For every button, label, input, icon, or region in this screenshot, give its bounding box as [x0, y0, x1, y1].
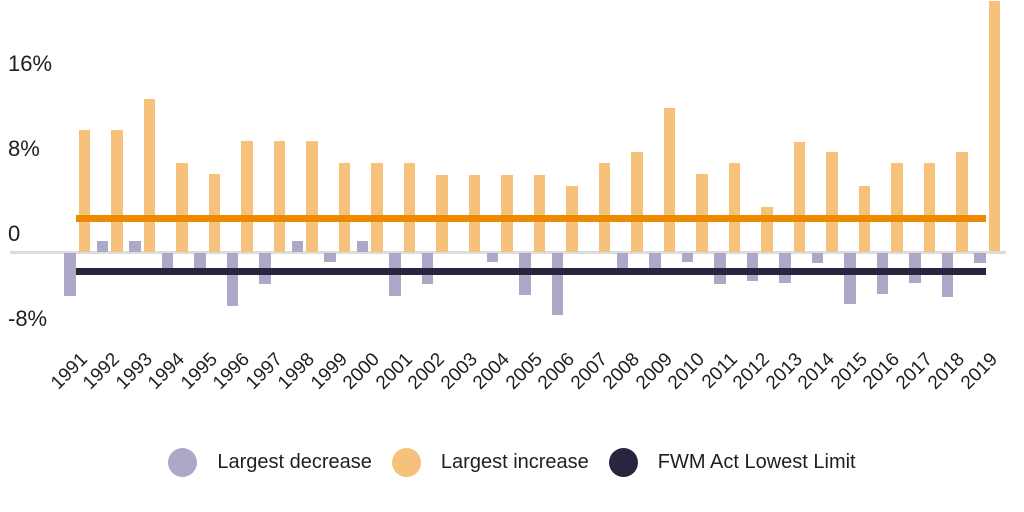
- bar-largest-decrease-2014: [811, 252, 823, 264]
- bar-largest-decrease-2010: [681, 252, 693, 263]
- legend: Largest decrease Largest increase FWM Act …: [0, 444, 1024, 480]
- bar-largest-decrease-1992: [96, 240, 108, 252]
- bar-largest-increase-2009: [663, 108, 675, 252]
- y-axis-tick-label: -8%: [8, 306, 48, 331]
- bar-largest-decrease-2004: [486, 252, 498, 263]
- legend-swatch-fwm-act-lowest-limit-icon: [608, 447, 638, 477]
- bar-largest-decrease-2008: [616, 252, 628, 274]
- bar-largest-increase-1997: [273, 141, 285, 252]
- bar-largest-decrease-2000: [356, 240, 368, 252]
- bar-largest-increase-2013: [793, 142, 805, 252]
- bar-largest-increase-2000: [371, 163, 383, 252]
- bar-largest-increase-2014: [826, 151, 838, 252]
- bar-largest-decrease-2009: [649, 252, 661, 274]
- bar-largest-decrease-1991: [64, 252, 76, 297]
- y-axis-tick-label: 0: [8, 221, 21, 246]
- y-axis-tick-label: 8%: [8, 136, 40, 161]
- bar-largest-increase-1992: [111, 130, 123, 252]
- bar-largest-increase-1999: [338, 163, 350, 252]
- bar-largest-decrease-2006: [551, 252, 563, 316]
- bar-largest-increase-2019: [988, 0, 1000, 252]
- bar-largest-decrease-1993: [129, 240, 141, 252]
- orange-reference-line: [76, 215, 986, 223]
- bar-largest-increase-1994: [176, 163, 188, 252]
- bar-largest-increase-2010: [696, 173, 708, 252]
- bar-largest-decrease-2019: [974, 252, 986, 264]
- bar-largest-increase-2012: [761, 206, 773, 252]
- bar-largest-increase-2004: [501, 175, 513, 252]
- bar-largest-decrease-2015: [844, 252, 856, 304]
- bar-largest-decrease-1994: [161, 252, 173, 274]
- bar-largest-increase-2003: [468, 175, 480, 252]
- bar-largest-decrease-1998: [291, 240, 303, 252]
- legend-label: FWM Act Lowest Limit: [657, 450, 856, 473]
- bar-largest-increase-1998: [306, 141, 318, 252]
- bar-largest-increase-2017: [923, 163, 935, 252]
- bar-largest-decrease-1996: [226, 252, 238, 306]
- bar-largest-increase-2008: [631, 151, 643, 252]
- legend-swatch-largest-decrease-icon: [168, 447, 198, 477]
- y-axis-tick-label: 16%: [8, 51, 53, 76]
- bar-largest-increase-2011: [728, 163, 740, 252]
- legend-label: Largest increase: [440, 450, 589, 473]
- bar-largest-increase-1991: [78, 130, 90, 252]
- bar-largest-increase-2016: [891, 163, 903, 252]
- bar-largest-decrease-1999: [324, 252, 336, 263]
- bar-largest-decrease-2017: [909, 252, 921, 284]
- bar-largest-increase-1996: [241, 141, 253, 252]
- zero-axis-line: [10, 250, 1006, 254]
- legend-item-largest-increase: Largest increase: [391, 447, 589, 477]
- bar-largest-decrease-1995: [194, 252, 206, 274]
- bar-largest-increase-2005: [533, 175, 545, 252]
- legend-item-largest-decrease: Largest decrease: [168, 447, 372, 477]
- legend-swatch-largest-increase-icon: [391, 447, 421, 477]
- bar-largest-increase-1993: [143, 98, 155, 252]
- bar-largest-increase-2001: [403, 163, 415, 252]
- bar-largest-increase-2002: [436, 175, 448, 252]
- bar-largest-decrease-2012: [746, 252, 758, 282]
- fwm-act-lowest-limit-line: [76, 268, 986, 276]
- bar-largest-decrease-2013: [779, 252, 791, 284]
- bar-largest-increase-1995: [208, 173, 220, 252]
- bar-largest-increase-2007: [598, 163, 610, 252]
- bar-largest-increase-2018: [956, 151, 968, 252]
- legend-label: Largest decrease: [217, 450, 372, 473]
- legend-item-fwm-act-lowest-limit: FWM Act Lowest Limit: [608, 447, 856, 477]
